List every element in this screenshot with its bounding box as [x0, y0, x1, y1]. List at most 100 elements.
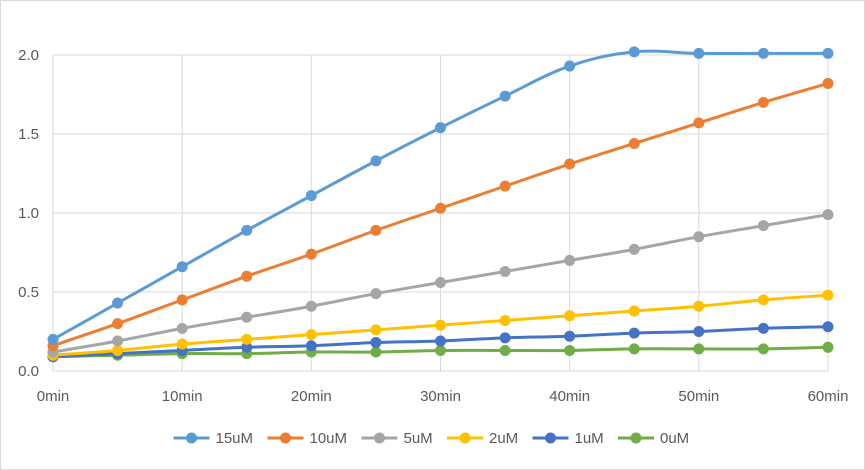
data-point — [499, 265, 511, 277]
data-point — [370, 346, 382, 358]
data-point — [176, 322, 188, 334]
data-point — [241, 311, 253, 323]
x-axis-ticks: 0min 10min 20min 30min 40min 50min 60min — [37, 388, 849, 405]
data-point — [112, 344, 124, 356]
data-point — [435, 319, 446, 331]
data-point — [693, 326, 705, 337]
data-point — [241, 333, 253, 345]
data-point — [370, 324, 382, 336]
y-tick-label: 2.0 — [18, 47, 39, 64]
data-point — [112, 318, 124, 330]
data-point — [628, 137, 640, 149]
data-point — [176, 338, 188, 350]
legend-item-15uM: 15uM — [173, 430, 254, 447]
data-point — [370, 224, 382, 236]
data-point — [499, 180, 511, 192]
legend-label: 10uM — [310, 430, 348, 447]
data-point — [47, 333, 59, 345]
data-point — [176, 294, 188, 306]
legend-marker — [186, 432, 197, 444]
legend-item-10uM: 10uM — [267, 430, 348, 447]
data-point — [822, 77, 834, 89]
data-point — [693, 343, 705, 355]
data-point — [112, 335, 124, 347]
data-point — [628, 243, 640, 255]
data-point — [757, 96, 769, 108]
data-point — [628, 327, 640, 339]
data-point — [693, 117, 705, 129]
data-point — [757, 343, 769, 355]
data-point — [499, 344, 511, 356]
y-tick-label: 1.5 — [18, 126, 39, 143]
series-10uM — [47, 77, 834, 352]
data-point — [370, 155, 382, 167]
series-2uM — [47, 289, 834, 361]
legend-item-1uM: 1uM — [532, 430, 604, 447]
data-point — [628, 46, 640, 58]
x-tick-label: 20min — [291, 388, 332, 405]
y-tick-label: 1.0 — [18, 205, 39, 222]
data-point — [305, 300, 317, 312]
y-tick-label: 0.0 — [18, 363, 39, 380]
x-tick-label: 40min — [549, 388, 590, 405]
data-point — [822, 321, 834, 333]
legend-item-2uM: 2uM — [447, 430, 518, 447]
data-point — [564, 330, 576, 342]
data-point — [564, 60, 576, 72]
data-point — [435, 202, 446, 214]
x-tick-label: 60min — [808, 388, 849, 405]
legend-label: 0uM — [660, 430, 689, 447]
y-axis-ticks: 0.0 0.5 1.0 1.5 2.0 — [18, 47, 39, 380]
legend-label: 5uM — [404, 430, 433, 447]
data-point — [693, 300, 705, 312]
legend-marker — [630, 432, 642, 444]
legend-marker — [374, 432, 385, 444]
data-point — [693, 47, 705, 59]
x-tick-label: 50min — [678, 388, 719, 405]
data-point — [693, 231, 705, 243]
legend-label: 15uM — [216, 430, 254, 447]
data-point — [499, 332, 511, 344]
data-point — [499, 314, 511, 326]
series-group — [47, 46, 834, 363]
x-tick-label: 30min — [420, 388, 461, 405]
data-point — [564, 158, 576, 170]
data-point — [435, 122, 446, 134]
data-point — [757, 294, 769, 306]
legend-label: 2uM — [489, 430, 518, 447]
data-point — [822, 209, 834, 221]
y-tick-label: 0.5 — [18, 284, 39, 301]
data-point — [564, 344, 576, 356]
legend-item-5uM: 5uM — [361, 430, 433, 447]
data-point — [370, 337, 382, 349]
data-point — [176, 261, 188, 273]
data-point — [370, 288, 382, 300]
data-point — [241, 224, 253, 236]
data-point — [241, 341, 253, 353]
data-point — [564, 310, 576, 322]
data-point — [305, 329, 317, 341]
data-point — [822, 341, 834, 353]
data-point — [305, 190, 317, 202]
legend-label: 1uM — [575, 430, 604, 447]
legend-item-0uM: 0uM — [618, 430, 689, 447]
legend: 15uM 10uM 5uM 2uM 1uM 0uM — [173, 430, 689, 447]
data-point — [435, 335, 446, 347]
data-point — [435, 277, 446, 289]
series-5uM — [47, 209, 834, 358]
legend-marker — [280, 432, 291, 444]
data-point — [628, 305, 640, 317]
data-point — [822, 47, 834, 59]
data-point — [757, 322, 769, 334]
legend-marker — [459, 432, 471, 444]
data-point — [435, 344, 446, 356]
data-point — [305, 248, 317, 260]
data-point — [241, 270, 253, 282]
series-15uM — [47, 46, 834, 345]
data-point — [499, 90, 511, 102]
data-point — [305, 340, 317, 352]
x-tick-label: 10min — [162, 388, 203, 405]
legend-marker — [545, 432, 556, 444]
